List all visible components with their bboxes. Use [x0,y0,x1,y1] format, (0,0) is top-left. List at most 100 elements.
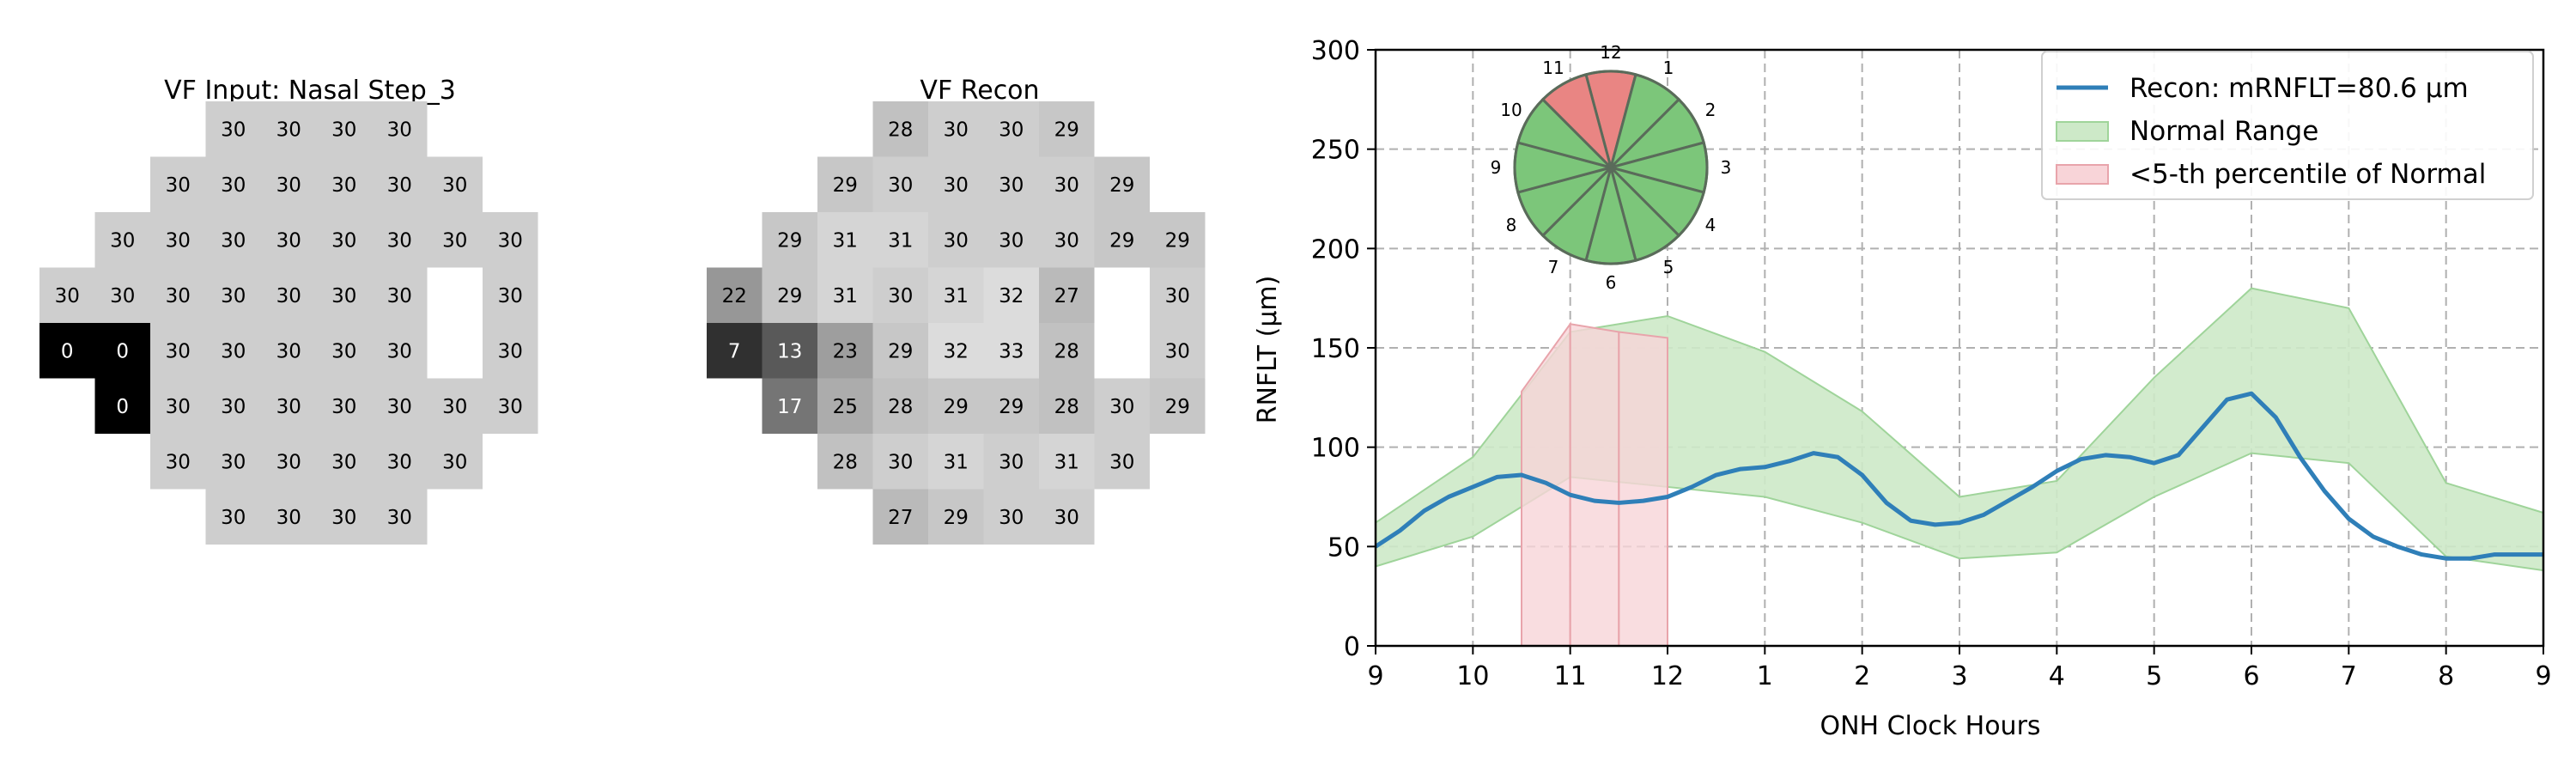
vf-input-cell [483,212,538,268]
vf-recon-cell [872,212,928,268]
vf-recon-cell-value: 29 [777,229,802,252]
vf-recon-cell-value: 30 [1165,285,1190,307]
clock-hour-label: 3 [1721,157,1732,178]
vf-recon-cell [928,489,984,545]
vf-recon-cell [1039,267,1095,323]
vf-recon-cell [872,267,928,323]
vf-input-cell-value: 30 [276,229,301,252]
vf-input-cell [261,156,317,212]
vf-recon-cell-value: 30 [1165,340,1190,362]
vf-input-cell-value: 30 [166,396,191,418]
vf-input-cell-value: 30 [331,174,356,197]
legend-box [2041,51,2534,200]
vf-input-cell-value: 30 [331,340,356,362]
vf-recon-cell-value: 17 [777,396,802,418]
vf-recon-cell-value: 29 [1109,174,1134,197]
vf-recon-cell [983,434,1039,490]
vf-recon-cell [762,378,817,434]
vf-recon-cell-value: 30 [1109,396,1134,418]
vf-input-cell-value: 30 [387,451,412,473]
vf-input-cell-value: 30 [498,340,523,362]
vf-recon-cell-value: 30 [1054,507,1079,529]
y-tick-label: 100 [1311,434,1360,464]
vf-recon-cell-value: 29 [999,396,1024,418]
vf-input-cell-value: 30 [221,285,246,307]
vf-input-cell [483,267,538,323]
x-tick-label: 12 [1651,661,1684,691]
x-tick-label: 9 [1367,661,1383,691]
vf-input-cell [150,212,206,268]
clock-hour-label: 10 [1500,100,1522,120]
vf-recon-cell [707,267,762,323]
vf-recon-cell [983,267,1039,323]
vf-input-cell-value: 0 [61,340,74,362]
vf-recon-cell-value: 27 [1054,285,1079,307]
vf-recon-cell [928,267,984,323]
vf-input-cell [205,212,261,268]
vf-recon-cell [983,489,1039,545]
y-tick-label: 200 [1311,234,1360,265]
y-tick-label: 50 [1327,533,1360,563]
clock-hour-label: 11 [1542,58,1564,78]
legend-normal-label: Normal Range [2129,116,2318,147]
clock-hour-label: 5 [1663,257,1674,277]
vf-recon-cell-value: 29 [1165,229,1190,252]
x-tick-label: 9 [2535,661,2551,691]
vf-recon-cell-value: 32 [999,285,1024,307]
vf-input-cell [261,212,317,268]
x-tick-label: 6 [2243,661,2259,691]
vf-input-cell [483,323,538,379]
vf-input-cell [150,378,206,434]
vf-recon-cell [1039,212,1095,268]
vf-recon-cell [1039,489,1095,545]
vf-input-cell-value: 30 [276,396,301,418]
vf-input-cell [261,101,317,157]
vf-recon-grid: 28 30 30 29 29 30 30 30 30 29 29 31 31 30 30 30 29 29 22 29… [707,101,1206,545]
vf-input-cell [372,378,428,434]
vf-input-cell-value: 30 [221,507,246,529]
vf-input-cell [205,323,261,379]
vf-recon-cell [983,378,1039,434]
vf-input-cell [372,156,428,212]
vf-recon-cell [872,378,928,434]
vf-recon-cell [872,156,928,212]
vf-input-cell-value: 30 [110,229,135,252]
vf-recon-cell [762,212,817,268]
vf-recon-cell-value: 29 [777,285,802,307]
vf-input-cell [316,101,372,157]
vf-recon-cell [817,267,873,323]
low-percentile-area [1521,321,1668,647]
vf-recon-cell-value: 29 [944,396,969,418]
clock-hour-label: 8 [1506,215,1517,235]
vf-recon-cell-value: 30 [999,507,1024,529]
vf-recon-cell-value: 32 [944,340,969,362]
y-tick-label: 150 [1311,334,1360,364]
vf-recon-cell [872,489,928,545]
vf-input-cell [316,267,372,323]
x-tick-label: 1 [1757,661,1773,691]
vf-recon-cell-value: 29 [888,340,913,362]
vf-recon-cell [817,212,873,268]
vf-input-cell-value: 30 [276,340,301,362]
vf-recon-cell [983,101,1039,157]
clock-hour-label: 1 [1663,58,1674,78]
vf-recon-cell-value: 31 [944,285,969,307]
y-tick-label: 0 [1344,632,1360,662]
legend-recon-label: Recon: mRNFLT=80.6 μm [2129,73,2469,104]
vf-recon-cell [817,156,873,212]
vf-input-cell [316,378,372,434]
vf-recon-cell [817,378,873,434]
vf-recon-cell-value: 29 [1109,229,1134,252]
vf-recon-cell-value: 31 [833,229,858,252]
clock-hour-label: 6 [1606,272,1617,293]
vf-input-cell-value: 0 [116,396,129,418]
vf-recon-cell-value: 25 [833,396,858,418]
vf-recon-cell-value: 30 [888,174,913,197]
vf-recon-cell [1039,101,1095,157]
vf-input-cell [261,378,317,434]
vf-input-cell-value: 30 [331,119,356,141]
vf-input-cell [261,434,317,490]
vf-recon-cell [928,156,984,212]
y-tick-label: 300 [1311,36,1360,66]
